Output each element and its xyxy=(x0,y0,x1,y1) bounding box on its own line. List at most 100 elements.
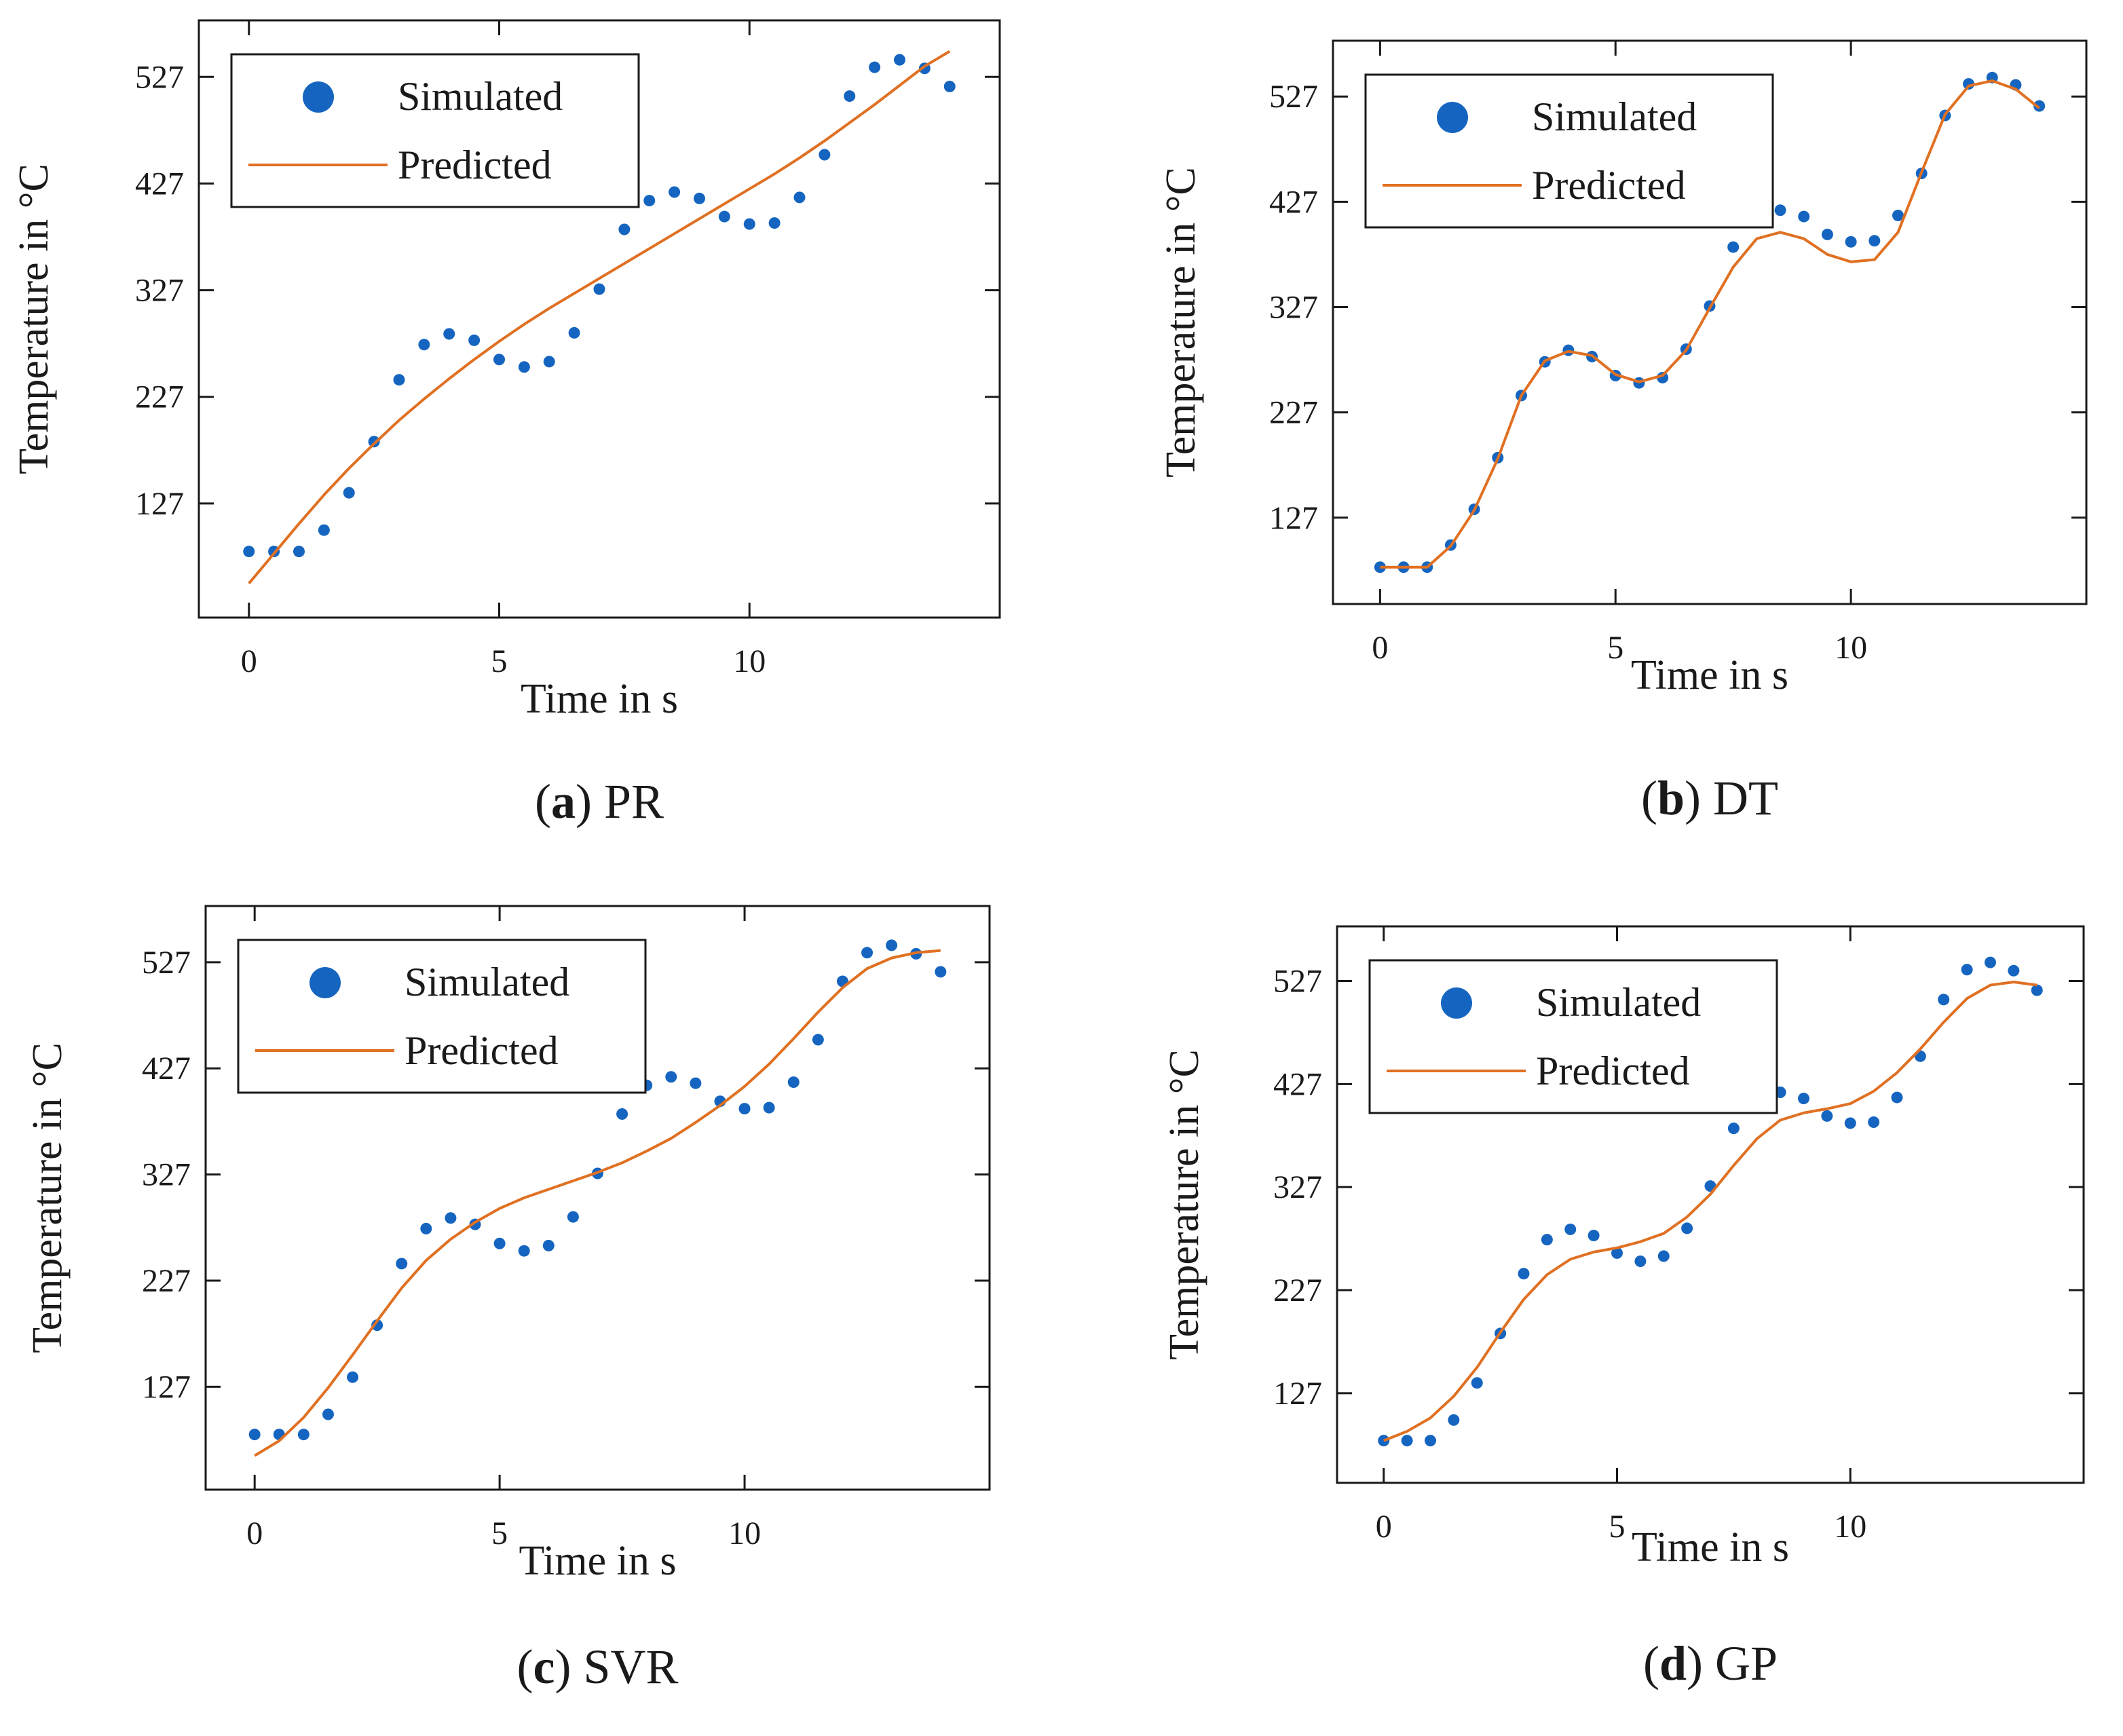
data-point-simulated xyxy=(593,283,605,295)
caption-open-paren: ( xyxy=(517,1640,533,1694)
x-tick-label: 0 xyxy=(1372,630,1388,666)
data-point-simulated xyxy=(1798,210,1810,223)
data-point-simulated xyxy=(418,339,430,351)
x-tick-label: 10 xyxy=(733,643,766,679)
legend-box xyxy=(230,53,640,208)
caption-name: GP xyxy=(1715,1636,1778,1691)
data-point-simulated xyxy=(886,939,898,951)
x-tick-label: 10 xyxy=(1835,630,1867,666)
x-axis-label: Time in s xyxy=(1631,652,1788,698)
caption-letter: d xyxy=(1659,1636,1687,1691)
y-tick-label: 527 xyxy=(135,59,184,95)
data-point-simulated xyxy=(318,524,330,536)
y-tick-label: 327 xyxy=(142,1157,191,1193)
data-point-simulated xyxy=(690,1077,702,1089)
data-point-simulated xyxy=(1845,235,1857,248)
data-point-simulated xyxy=(1657,371,1669,383)
data-point-simulated xyxy=(1938,994,1950,1006)
chart-panel-d: 127 227 327 427 527 0 5 10 Time in s Temperature … xyxy=(1161,925,2085,1691)
data-point-simulated xyxy=(669,186,681,198)
data-point-simulated xyxy=(819,149,831,161)
legend-label-predicted: Predicted xyxy=(405,1028,559,1073)
data-point-simulated xyxy=(443,328,455,340)
legend-label-simulated: Simulated xyxy=(405,960,569,1004)
chart-panel-b: 127 227 327 427 527 0 5 10 Time in s Temperature … xyxy=(1158,39,2088,825)
data-point-simulated xyxy=(787,1076,800,1089)
data-point-simulated xyxy=(567,1211,579,1223)
y-tick-label: 127 xyxy=(1273,1376,1322,1412)
legend-box xyxy=(237,939,647,1094)
data-point-simulated xyxy=(665,1071,677,1083)
x-tick-label: 5 xyxy=(1609,1509,1626,1545)
y-tick-label: 327 xyxy=(1269,290,1318,326)
legend-label-predicted: Predicted xyxy=(1532,163,1686,208)
data-point-simulated xyxy=(793,191,806,204)
data-point-simulated xyxy=(543,356,555,368)
plot-frame xyxy=(1332,39,2088,605)
data-point-simulated xyxy=(2008,964,2020,977)
data-point-simulated xyxy=(1963,78,1975,90)
caption-open-paren: ( xyxy=(1641,771,1657,825)
y-tick-label: 527 xyxy=(1269,79,1318,115)
data-point-simulated xyxy=(420,1222,432,1234)
legend-box xyxy=(1364,73,1774,229)
y-tick-label: 427 xyxy=(1269,184,1318,220)
series-line-predicted xyxy=(248,50,951,584)
series-line-predicted xyxy=(254,949,941,1457)
y-tick-label: 127 xyxy=(1269,500,1318,536)
y-tick-label: 327 xyxy=(1273,1169,1322,1205)
data-point-simulated xyxy=(1611,1247,1623,1259)
x-axis-label: Time in s xyxy=(519,1538,676,1584)
y-axis-label: Temperature in °C xyxy=(11,164,57,474)
data-point-simulated xyxy=(1401,1435,1413,1447)
data-point-simulated xyxy=(1541,1234,1553,1246)
y-tick-label: 227 xyxy=(142,1263,191,1299)
y-tick-label: 227 xyxy=(1269,395,1318,431)
data-point-simulated xyxy=(1798,1093,1809,1105)
data-point-simulated xyxy=(297,1429,309,1441)
x-axis-label: Time in s xyxy=(1632,1524,1789,1570)
x-tick-label: 0 xyxy=(1376,1509,1392,1545)
data-point-simulated xyxy=(1844,1117,1856,1129)
legend-label-simulated: Simulated xyxy=(1536,980,1701,1025)
data-point-simulated xyxy=(393,374,405,386)
data-point-simulated xyxy=(322,1408,334,1420)
plot-frame xyxy=(198,19,1001,619)
y-tick-label: 227 xyxy=(135,379,184,415)
data-point-simulated xyxy=(1681,1222,1693,1234)
legend-marker-simulated xyxy=(1441,987,1472,1019)
caption-close-paren: ) xyxy=(555,1640,583,1694)
y-axis-label: Temperature in °C xyxy=(24,1042,71,1353)
x-tick-label: 10 xyxy=(728,1515,761,1551)
data-point-simulated xyxy=(1985,956,1996,968)
x-tick-label: 10 xyxy=(1834,1509,1866,1545)
legend: Simulated Predicted xyxy=(1364,73,1774,229)
chart-panel-c: 127 227 327 427 527 0 5 10 Time in s Temperature … xyxy=(24,905,991,1694)
data-point-simulated xyxy=(643,195,656,207)
legend-label-simulated: Simulated xyxy=(398,74,563,119)
panels: 127 227 327 427 527 0 5 10 Time in s Temperature … xyxy=(11,19,2088,1694)
caption-open-paren: ( xyxy=(1643,1636,1659,1691)
data-point-simulated xyxy=(518,1245,530,1257)
data-point-simulated xyxy=(343,487,355,499)
data-point-simulated xyxy=(718,210,730,223)
chart-panel-a: 127 227 327 427 527 0 5 10 Time in s Temperature … xyxy=(11,19,1001,829)
series-line-predicted xyxy=(1380,79,2040,569)
data-point-simulated xyxy=(1471,1377,1483,1389)
data-point-simulated xyxy=(743,218,755,230)
legend-marker-simulated xyxy=(1437,102,1468,133)
plot-frame xyxy=(1336,925,2085,1484)
y-tick-label: 427 xyxy=(135,166,184,202)
data-point-simulated xyxy=(694,192,705,204)
data-point-simulated xyxy=(768,217,781,229)
data-point-simulated xyxy=(396,1258,408,1270)
y-tick-label: 127 xyxy=(142,1369,191,1405)
legend-label-simulated: Simulated xyxy=(1532,94,1697,139)
panel-caption: (a) PR xyxy=(535,774,664,829)
caption-close-paren: ) xyxy=(1685,771,1713,825)
x-tick-label: 5 xyxy=(491,1515,508,1551)
data-point-simulated xyxy=(844,90,856,102)
legend: Simulated Predicted xyxy=(230,53,640,208)
